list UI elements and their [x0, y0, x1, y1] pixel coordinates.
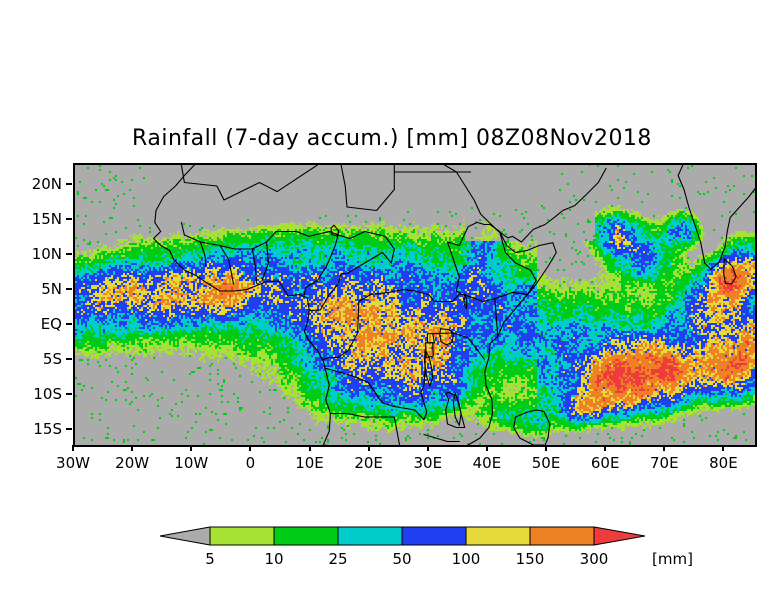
y-axis-tick-mark [66, 428, 72, 430]
map-boundary-line [494, 230, 537, 300]
map-boundary-line [329, 412, 401, 445]
y-axis-tick-label: 20N [31, 175, 62, 193]
colorbar-tick-label: 150 [515, 550, 545, 568]
x-axis-tick-mark [545, 445, 548, 451]
x-axis-tick-mark [426, 445, 429, 451]
x-axis-tick-label: 10W [174, 454, 209, 472]
colorbar-segment [401, 526, 467, 546]
map-boundary-line [445, 391, 466, 429]
y-axis-tick-label: 10S [33, 385, 62, 403]
map-boundary-line [180, 165, 318, 201]
page-title: Rainfall (7-day accum.) [mm] 08Z08Nov201… [132, 126, 652, 151]
x-axis-tick-label: 30E [413, 454, 443, 472]
y-axis-tick-mark [66, 288, 72, 290]
x-axis-tick-mark [131, 445, 134, 451]
x-axis-tick-label: 30W [56, 454, 90, 472]
y-axis-tick-label: EQ [40, 315, 62, 333]
map-boundary-line [199, 241, 207, 268]
colorbar-tick-label: 50 [392, 550, 412, 568]
map-boundary-line [309, 230, 395, 312]
map-boundary-line [330, 224, 340, 237]
map-boundary-line [463, 293, 468, 310]
colorbar-tick-label: 25 [328, 550, 348, 568]
x-axis-tick-label: 20E [354, 454, 383, 472]
rainfall-raster [75, 165, 755, 445]
y-axis-tick-mark [66, 323, 72, 325]
map-boundary-line [723, 258, 737, 285]
colorbar-segment [337, 526, 403, 546]
y-axis-tick-label: 5S [42, 350, 62, 368]
map-boundary-line [251, 248, 258, 284]
x-axis-tick-mark [249, 445, 252, 451]
x-axis-tick-label: 50E [531, 454, 561, 472]
map-boundary-line [446, 221, 508, 247]
map-boundary-line [423, 433, 460, 443]
colorbar-tick-label: 10 [264, 550, 284, 568]
x-axis-tick-label: 60E [590, 454, 620, 472]
colorbar-units-label: [mm] [652, 550, 693, 568]
map-boundary-line [425, 342, 434, 359]
map-boundary-line [303, 234, 339, 296]
x-axis-tick-mark [604, 445, 607, 451]
y-axis-tick-mark [66, 183, 72, 185]
x-axis-tick-label: 80E [709, 454, 738, 472]
y-axis-tick-label: 15S [33, 420, 62, 438]
y-axis-tick-label: 5N [41, 280, 62, 298]
coastline-overlay [153, 165, 755, 445]
x-axis-tick-mark [722, 445, 725, 451]
x-axis-tick-label: 40E [472, 454, 502, 472]
x-axis-tick-label: 10E [295, 454, 324, 472]
colorbar-tick-label: 300 [579, 550, 609, 568]
map-boundary-line [321, 300, 360, 361]
x-axis-tick-mark [367, 445, 370, 451]
colorbar-segment [465, 526, 531, 546]
map-boundary-line [467, 242, 557, 445]
x-axis-tick-label: 0 [245, 454, 256, 472]
colorbar-swatches [159, 526, 646, 546]
map-boundary-line [219, 244, 235, 285]
y-axis-tick-mark [66, 358, 72, 360]
colorbar-tick-label: 5 [205, 550, 215, 568]
map-boundary-line [261, 241, 269, 282]
map-plot-area[interactable] [73, 163, 757, 447]
map-boundary-line [432, 332, 485, 360]
map-boundary-line [446, 241, 462, 295]
map-boundary-line [433, 293, 499, 338]
map-boundary-line [153, 165, 331, 445]
x-axis-tick-label: 70E [650, 454, 679, 472]
colorbar-segment [529, 526, 595, 546]
x-axis-tick-mark [190, 445, 193, 451]
colorbar-under-arrow [159, 526, 211, 546]
colorbar-segment [273, 526, 339, 546]
map-boundary-line [426, 333, 436, 344]
y-axis-tick-mark [66, 253, 72, 255]
y-axis-tick-mark [66, 393, 72, 395]
x-axis-tick-mark [72, 445, 74, 451]
map-boundary-line [513, 409, 551, 445]
map-boundary-line [358, 289, 436, 303]
colorbar-tick-label: 100 [451, 550, 481, 568]
colorbar-over-arrow [593, 526, 646, 546]
colorbar-segment [209, 526, 275, 546]
map-boundary-line [677, 165, 755, 270]
y-axis-tick-label: 15N [31, 210, 62, 228]
colorbar[interactable]: 5 10 25 50 100 150 300 [mm] [0, 518, 784, 578]
x-axis-tick-mark [485, 445, 488, 451]
y-axis-tick-mark [66, 218, 72, 220]
map-boundary-line [439, 328, 454, 346]
x-axis-tick-mark [663, 445, 666, 451]
x-axis-tick-label: 20W [115, 454, 150, 472]
map-boundary-line [180, 221, 339, 250]
x-axis-tick-mark [308, 445, 311, 451]
map-boundary-line [444, 165, 607, 243]
map-boundary-line [323, 349, 428, 421]
map-boundary-line [340, 165, 395, 212]
y-axis-tick-label: 10N [31, 245, 62, 263]
